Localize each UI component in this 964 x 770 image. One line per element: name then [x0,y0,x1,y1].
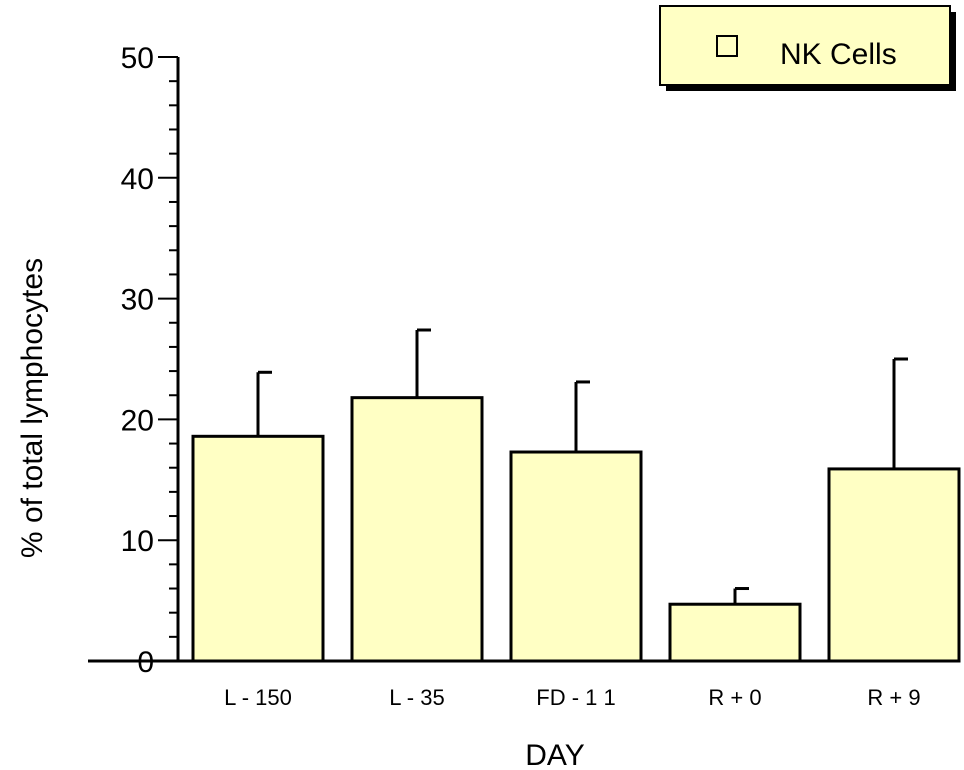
y-tick-label: 40 [121,163,154,196]
x-category-label: FD - 1 1 [536,685,615,710]
x-category-label: R + 0 [708,685,761,710]
labels-layer: 0 10 20 30 40 50 L - 150 L - 35 FD - 1 1 R + 0 R +… [121,42,921,710]
bar [191,434,325,663]
bar [827,467,961,663]
legend-label: NK Cells [780,38,897,71]
y-tick-label: 20 [121,404,154,437]
legend-box [659,5,951,86]
x-category-label: L - 35 [389,685,444,710]
x-category-label: L - 150 [224,685,292,710]
y-tick-label: 10 [121,525,154,558]
x-category-label: R + 9 [867,685,920,710]
y-tick-label: 0 [137,646,154,679]
bar [509,450,643,663]
legend: NK Cells [659,5,956,91]
ticks-layer [158,56,178,662]
bar [350,396,484,663]
bars-layer [191,328,961,663]
y-tick-label: 50 [121,42,154,75]
y-tick-label: 30 [121,284,154,317]
legend-swatch [716,35,738,57]
axes-layer [88,57,935,663]
y-axis-title: % of total lymphocytes [16,258,49,558]
bar [668,602,802,663]
x-axis-title: DAY [525,739,584,770]
